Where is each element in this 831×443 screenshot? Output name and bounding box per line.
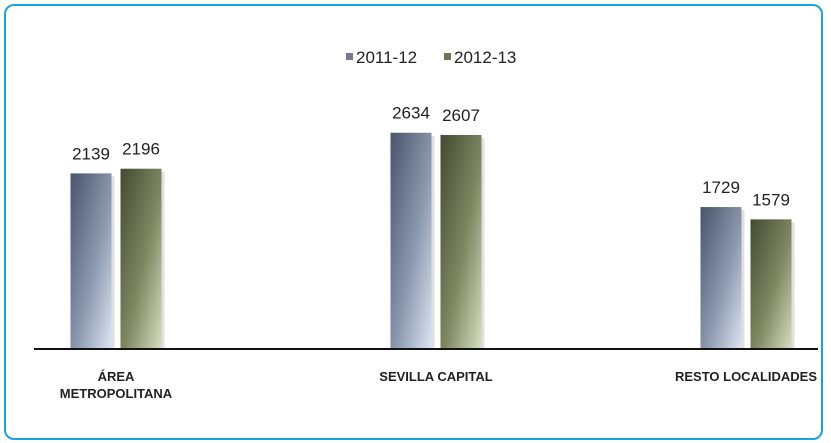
category-label-line: SEVILLA CAPITAL: [379, 369, 492, 384]
category-label-line: RESTO LOCALIDADES: [675, 369, 817, 384]
bars: 2139 2196 2634 2607 1729 1579: [70, 104, 795, 349]
bar-2012-13-2: [750, 219, 792, 349]
bar-2011-12-0: [70, 173, 112, 349]
bar-2012-13-0: [120, 168, 162, 349]
bar-2011-12-2: [700, 207, 742, 349]
category-label: SEVILLA CAPITAL: [379, 369, 492, 384]
category-labels: ÁREA METROPOLITANA SEVILLA CAPITAL RESTO LO…: [60, 369, 818, 401]
data-label: 2607: [442, 106, 480, 125]
category-label: ÁREA METROPOLITANA: [60, 369, 173, 401]
category-label: RESTO LOCALIDADES: [675, 369, 817, 384]
bar-2011-12-1: [390, 132, 432, 349]
legend-swatch: [444, 53, 451, 60]
data-label: 2139: [72, 144, 110, 163]
data-label: 2634: [392, 104, 430, 123]
bar-2012-13-1: [440, 134, 482, 349]
legend: 2011-12 2012-13: [346, 48, 516, 67]
chart-frame: 2011-12 2012-13 2139 2196 2634 2607 1729 1579 …: [4, 4, 823, 440]
legend-entry: 2011-12: [356, 48, 417, 67]
category-label-line: ÁREA: [98, 369, 135, 384]
data-label: 1579: [752, 190, 790, 209]
legend-entry: 2012-13: [454, 48, 516, 67]
category-label-line: METROPOLITANA: [60, 386, 173, 401]
data-label: 1729: [702, 178, 740, 197]
data-label: 2196: [122, 140, 160, 159]
legend-swatch: [346, 53, 353, 60]
